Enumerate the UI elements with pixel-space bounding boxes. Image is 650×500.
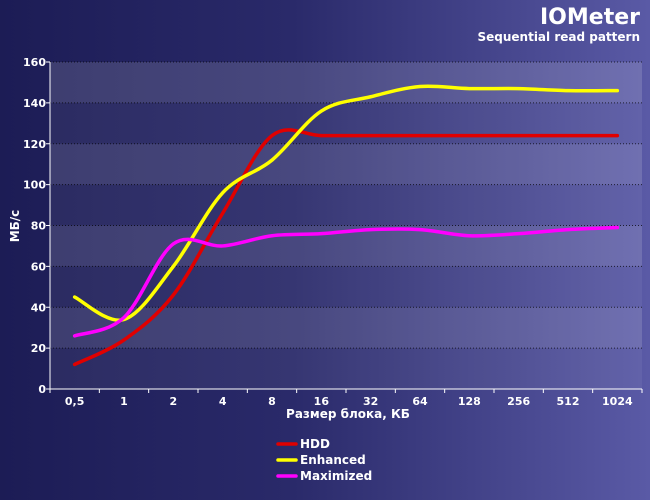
data-point-hdd [221, 211, 225, 215]
plot-band [50, 266, 642, 308]
y-tick-label: 20 [31, 342, 47, 355]
plot-area [50, 62, 642, 389]
data-point-hdd [122, 338, 126, 342]
legend-label-hdd: HDD [300, 437, 330, 451]
data-point-maximized [221, 244, 225, 248]
data-point-maximized [467, 234, 471, 238]
y-tick-label: 160 [23, 56, 46, 69]
x-tick-label: 32 [363, 395, 378, 408]
legend-label-enhanced: Enhanced [300, 453, 366, 467]
x-tick-label: 0,5 [65, 395, 85, 408]
data-point-maximized [122, 315, 126, 319]
y-tick-label: 0 [38, 383, 46, 396]
data-point-maximized [418, 228, 422, 232]
data-point-enhanced [566, 89, 570, 93]
data-point-hdd [369, 134, 373, 138]
data-point-maximized [73, 334, 77, 338]
data-point-enhanced [369, 95, 373, 99]
chart-subtitle: Sequential read pattern [477, 30, 640, 44]
plot-band [50, 307, 642, 349]
x-tick-label: 512 [557, 395, 580, 408]
y-tick-label: 100 [23, 179, 46, 192]
x-tick-label: 64 [412, 395, 428, 408]
x-tick-label: 2 [170, 395, 178, 408]
plot-band [50, 62, 642, 103]
data-point-maximized [270, 234, 274, 238]
data-point-enhanced [171, 264, 175, 268]
data-point-hdd [319, 134, 323, 138]
data-point-hdd [615, 134, 619, 138]
axes: 0 20 40 60 80 100 120 140 160 0,5 1 2 4 8 16 32 64 128 256… [23, 56, 643, 408]
data-point-maximized [171, 242, 175, 246]
x-tick-label: 4 [219, 395, 227, 408]
y-tick-label: 120 [23, 138, 46, 151]
data-point-hdd [171, 293, 175, 297]
data-point-enhanced [418, 85, 422, 89]
y-axis-label: МБ/с [8, 210, 22, 243]
series-line-maximized [72, 225, 620, 338]
series-group [72, 84, 620, 367]
data-point-hdd [418, 134, 422, 138]
x-tick-label: 1 [120, 395, 128, 408]
data-point-maximized [615, 226, 619, 230]
x-tick-label: 256 [507, 395, 530, 408]
y-tick-label: 40 [31, 301, 47, 314]
data-point-enhanced [221, 191, 225, 195]
legend: HDD Enhanced Maximized [276, 437, 372, 483]
plot-band [50, 184, 642, 226]
data-point-hdd [73, 362, 77, 366]
data-point-enhanced [467, 87, 471, 91]
x-tick-label: 128 [458, 395, 481, 408]
data-point-hdd [270, 134, 274, 138]
plot-band [50, 102, 642, 144]
data-point-enhanced [319, 109, 323, 113]
chart-title: IOMeter [540, 5, 640, 30]
y-tick-label: 140 [23, 97, 46, 110]
data-point-hdd [566, 134, 570, 138]
x-tick-label: 16 [314, 395, 330, 408]
data-point-hdd [467, 134, 471, 138]
data-point-enhanced [615, 89, 619, 93]
data-point-enhanced [73, 295, 77, 299]
data-point-maximized [319, 232, 323, 236]
data-point-maximized [517, 232, 521, 236]
data-point-enhanced [270, 158, 274, 162]
data-point-hdd [517, 134, 521, 138]
x-axis-label: Размер блока, КБ [286, 407, 410, 421]
legend-label-maximized: Maximized [300, 469, 372, 483]
plot-band [50, 143, 642, 185]
data-point-enhanced [517, 87, 521, 91]
plot-band [50, 348, 642, 389]
x-tick-label: 8 [268, 395, 276, 408]
x-tick-label: 1024 [602, 395, 633, 408]
data-point-maximized [369, 228, 373, 232]
y-tick-label: 80 [31, 220, 47, 233]
y-tick-label: 60 [31, 260, 47, 273]
data-point-maximized [566, 228, 570, 232]
